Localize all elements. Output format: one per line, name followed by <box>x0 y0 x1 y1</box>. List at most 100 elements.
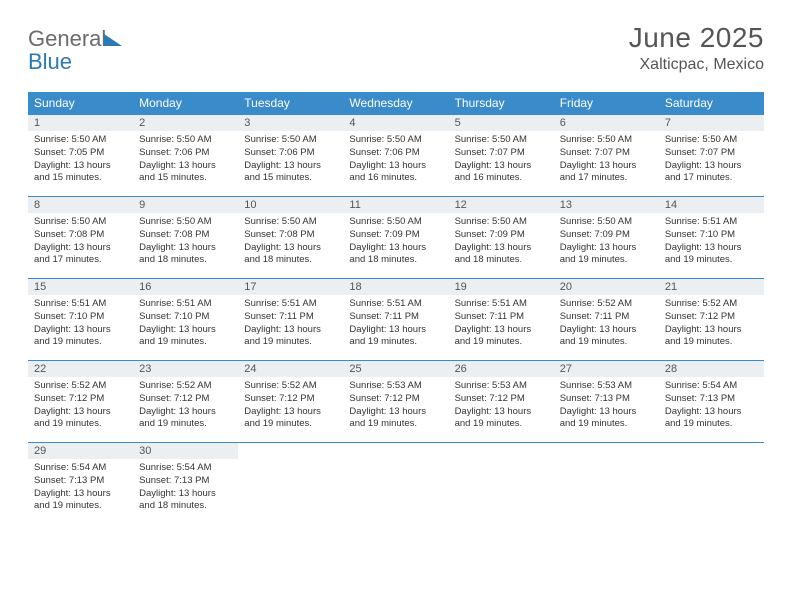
day-number: 13 <box>554 197 659 213</box>
calendar-cell <box>659 443 764 525</box>
calendar-cell: 19Sunrise: 5:51 AMSunset: 7:11 PMDayligh… <box>449 279 554 361</box>
day-details: Sunrise: 5:52 AMSunset: 7:12 PMDaylight:… <box>133 377 238 435</box>
day-number: 12 <box>449 197 554 213</box>
day-number: 17 <box>238 279 343 295</box>
day-number: 4 <box>343 115 448 131</box>
calendar-week-row: 29Sunrise: 5:54 AMSunset: 7:13 PMDayligh… <box>28 443 764 525</box>
day-number: 2 <box>133 115 238 131</box>
calendar-cell: 30Sunrise: 5:54 AMSunset: 7:13 PMDayligh… <box>133 443 238 525</box>
day-details: Sunrise: 5:50 AMSunset: 7:08 PMDaylight:… <box>28 213 133 271</box>
day-details: Sunrise: 5:54 AMSunset: 7:13 PMDaylight:… <box>133 459 238 517</box>
calendar-cell: 25Sunrise: 5:53 AMSunset: 7:12 PMDayligh… <box>343 361 448 443</box>
day-number: 5 <box>449 115 554 131</box>
weekday-header: Wednesday <box>343 92 448 115</box>
day-details: Sunrise: 5:53 AMSunset: 7:12 PMDaylight:… <box>449 377 554 435</box>
day-details: Sunrise: 5:50 AMSunset: 7:09 PMDaylight:… <box>449 213 554 271</box>
day-number: 29 <box>28 443 133 459</box>
calendar-cell: 20Sunrise: 5:52 AMSunset: 7:11 PMDayligh… <box>554 279 659 361</box>
day-number: 24 <box>238 361 343 377</box>
weekday-header: Tuesday <box>238 92 343 115</box>
calendar-head: SundayMondayTuesdayWednesdayThursdayFrid… <box>28 92 764 115</box>
calendar-cell: 15Sunrise: 5:51 AMSunset: 7:10 PMDayligh… <box>28 279 133 361</box>
day-details: Sunrise: 5:50 AMSunset: 7:06 PMDaylight:… <box>133 131 238 189</box>
calendar-week-row: 1Sunrise: 5:50 AMSunset: 7:05 PMDaylight… <box>28 115 764 197</box>
calendar-cell: 27Sunrise: 5:53 AMSunset: 7:13 PMDayligh… <box>554 361 659 443</box>
day-details: Sunrise: 5:50 AMSunset: 7:09 PMDaylight:… <box>554 213 659 271</box>
day-details: Sunrise: 5:54 AMSunset: 7:13 PMDaylight:… <box>659 377 764 435</box>
logo-word-general: General <box>28 26 106 51</box>
calendar-cell: 4Sunrise: 5:50 AMSunset: 7:06 PMDaylight… <box>343 115 448 197</box>
calendar-week-row: 15Sunrise: 5:51 AMSunset: 7:10 PMDayligh… <box>28 279 764 361</box>
day-number: 28 <box>659 361 764 377</box>
day-details: Sunrise: 5:52 AMSunset: 7:12 PMDaylight:… <box>238 377 343 435</box>
day-number: 10 <box>238 197 343 213</box>
calendar-cell: 24Sunrise: 5:52 AMSunset: 7:12 PMDayligh… <box>238 361 343 443</box>
calendar-body: 1Sunrise: 5:50 AMSunset: 7:05 PMDaylight… <box>28 115 764 525</box>
day-details: Sunrise: 5:52 AMSunset: 7:12 PMDaylight:… <box>659 295 764 353</box>
day-details: Sunrise: 5:50 AMSunset: 7:06 PMDaylight:… <box>238 131 343 189</box>
day-details: Sunrise: 5:51 AMSunset: 7:11 PMDaylight:… <box>343 295 448 353</box>
calendar-cell: 16Sunrise: 5:51 AMSunset: 7:10 PMDayligh… <box>133 279 238 361</box>
calendar-cell: 21Sunrise: 5:52 AMSunset: 7:12 PMDayligh… <box>659 279 764 361</box>
calendar-cell: 9Sunrise: 5:50 AMSunset: 7:08 PMDaylight… <box>133 197 238 279</box>
location-subtitle: Xalticpac, Mexico <box>629 56 764 74</box>
calendar-cell: 7Sunrise: 5:50 AMSunset: 7:07 PMDaylight… <box>659 115 764 197</box>
calendar-table: SundayMondayTuesdayWednesdayThursdayFrid… <box>28 92 764 525</box>
weekday-row: SundayMondayTuesdayWednesdayThursdayFrid… <box>28 92 764 115</box>
day-details: Sunrise: 5:52 AMSunset: 7:12 PMDaylight:… <box>28 377 133 435</box>
day-details: Sunrise: 5:52 AMSunset: 7:11 PMDaylight:… <box>554 295 659 353</box>
calendar-cell: 29Sunrise: 5:54 AMSunset: 7:13 PMDayligh… <box>28 443 133 525</box>
day-number: 8 <box>28 197 133 213</box>
day-number: 30 <box>133 443 238 459</box>
day-details: Sunrise: 5:50 AMSunset: 7:08 PMDaylight:… <box>133 213 238 271</box>
day-number: 27 <box>554 361 659 377</box>
calendar-cell: 6Sunrise: 5:50 AMSunset: 7:07 PMDaylight… <box>554 115 659 197</box>
calendar-cell: 23Sunrise: 5:52 AMSunset: 7:12 PMDayligh… <box>133 361 238 443</box>
day-number: 25 <box>343 361 448 377</box>
day-number: 21 <box>659 279 764 295</box>
logo-word-blue: Blue <box>28 49 72 74</box>
calendar-cell: 13Sunrise: 5:50 AMSunset: 7:09 PMDayligh… <box>554 197 659 279</box>
calendar-cell: 10Sunrise: 5:50 AMSunset: 7:08 PMDayligh… <box>238 197 343 279</box>
page-title: June 2025 <box>629 22 764 54</box>
day-details: Sunrise: 5:50 AMSunset: 7:05 PMDaylight:… <box>28 131 133 189</box>
day-details: Sunrise: 5:51 AMSunset: 7:10 PMDaylight:… <box>659 213 764 271</box>
calendar-cell: 28Sunrise: 5:54 AMSunset: 7:13 PMDayligh… <box>659 361 764 443</box>
calendar-cell: 18Sunrise: 5:51 AMSunset: 7:11 PMDayligh… <box>343 279 448 361</box>
calendar-cell: 12Sunrise: 5:50 AMSunset: 7:09 PMDayligh… <box>449 197 554 279</box>
day-details: Sunrise: 5:53 AMSunset: 7:13 PMDaylight:… <box>554 377 659 435</box>
day-details: Sunrise: 5:53 AMSunset: 7:12 PMDaylight:… <box>343 377 448 435</box>
day-details: Sunrise: 5:54 AMSunset: 7:13 PMDaylight:… <box>28 459 133 517</box>
calendar-cell: 3Sunrise: 5:50 AMSunset: 7:06 PMDaylight… <box>238 115 343 197</box>
day-number: 16 <box>133 279 238 295</box>
day-number: 1 <box>28 115 133 131</box>
day-number: 23 <box>133 361 238 377</box>
logo: General Blue <box>28 22 122 74</box>
weekday-header: Monday <box>133 92 238 115</box>
day-number: 20 <box>554 279 659 295</box>
calendar-cell: 17Sunrise: 5:51 AMSunset: 7:11 PMDayligh… <box>238 279 343 361</box>
day-number: 3 <box>238 115 343 131</box>
day-number: 6 <box>554 115 659 131</box>
day-details: Sunrise: 5:51 AMSunset: 7:11 PMDaylight:… <box>238 295 343 353</box>
calendar-cell: 26Sunrise: 5:53 AMSunset: 7:12 PMDayligh… <box>449 361 554 443</box>
day-number: 22 <box>28 361 133 377</box>
day-number: 14 <box>659 197 764 213</box>
logo-text-block: General Blue <box>28 28 122 74</box>
calendar-cell: 1Sunrise: 5:50 AMSunset: 7:05 PMDaylight… <box>28 115 133 197</box>
weekday-header: Thursday <box>449 92 554 115</box>
calendar-cell: 22Sunrise: 5:52 AMSunset: 7:12 PMDayligh… <box>28 361 133 443</box>
day-details: Sunrise: 5:50 AMSunset: 7:07 PMDaylight:… <box>449 131 554 189</box>
day-details: Sunrise: 5:50 AMSunset: 7:06 PMDaylight:… <box>343 131 448 189</box>
day-number: 26 <box>449 361 554 377</box>
logo-triangle-icon <box>104 34 122 46</box>
day-details: Sunrise: 5:51 AMSunset: 7:10 PMDaylight:… <box>133 295 238 353</box>
day-number: 9 <box>133 197 238 213</box>
calendar-cell <box>449 443 554 525</box>
calendar-cell: 11Sunrise: 5:50 AMSunset: 7:09 PMDayligh… <box>343 197 448 279</box>
title-block: June 2025 Xalticpac, Mexico <box>629 22 764 74</box>
day-details: Sunrise: 5:50 AMSunset: 7:07 PMDaylight:… <box>554 131 659 189</box>
calendar-cell <box>343 443 448 525</box>
day-details: Sunrise: 5:50 AMSunset: 7:07 PMDaylight:… <box>659 131 764 189</box>
day-number: 18 <box>343 279 448 295</box>
